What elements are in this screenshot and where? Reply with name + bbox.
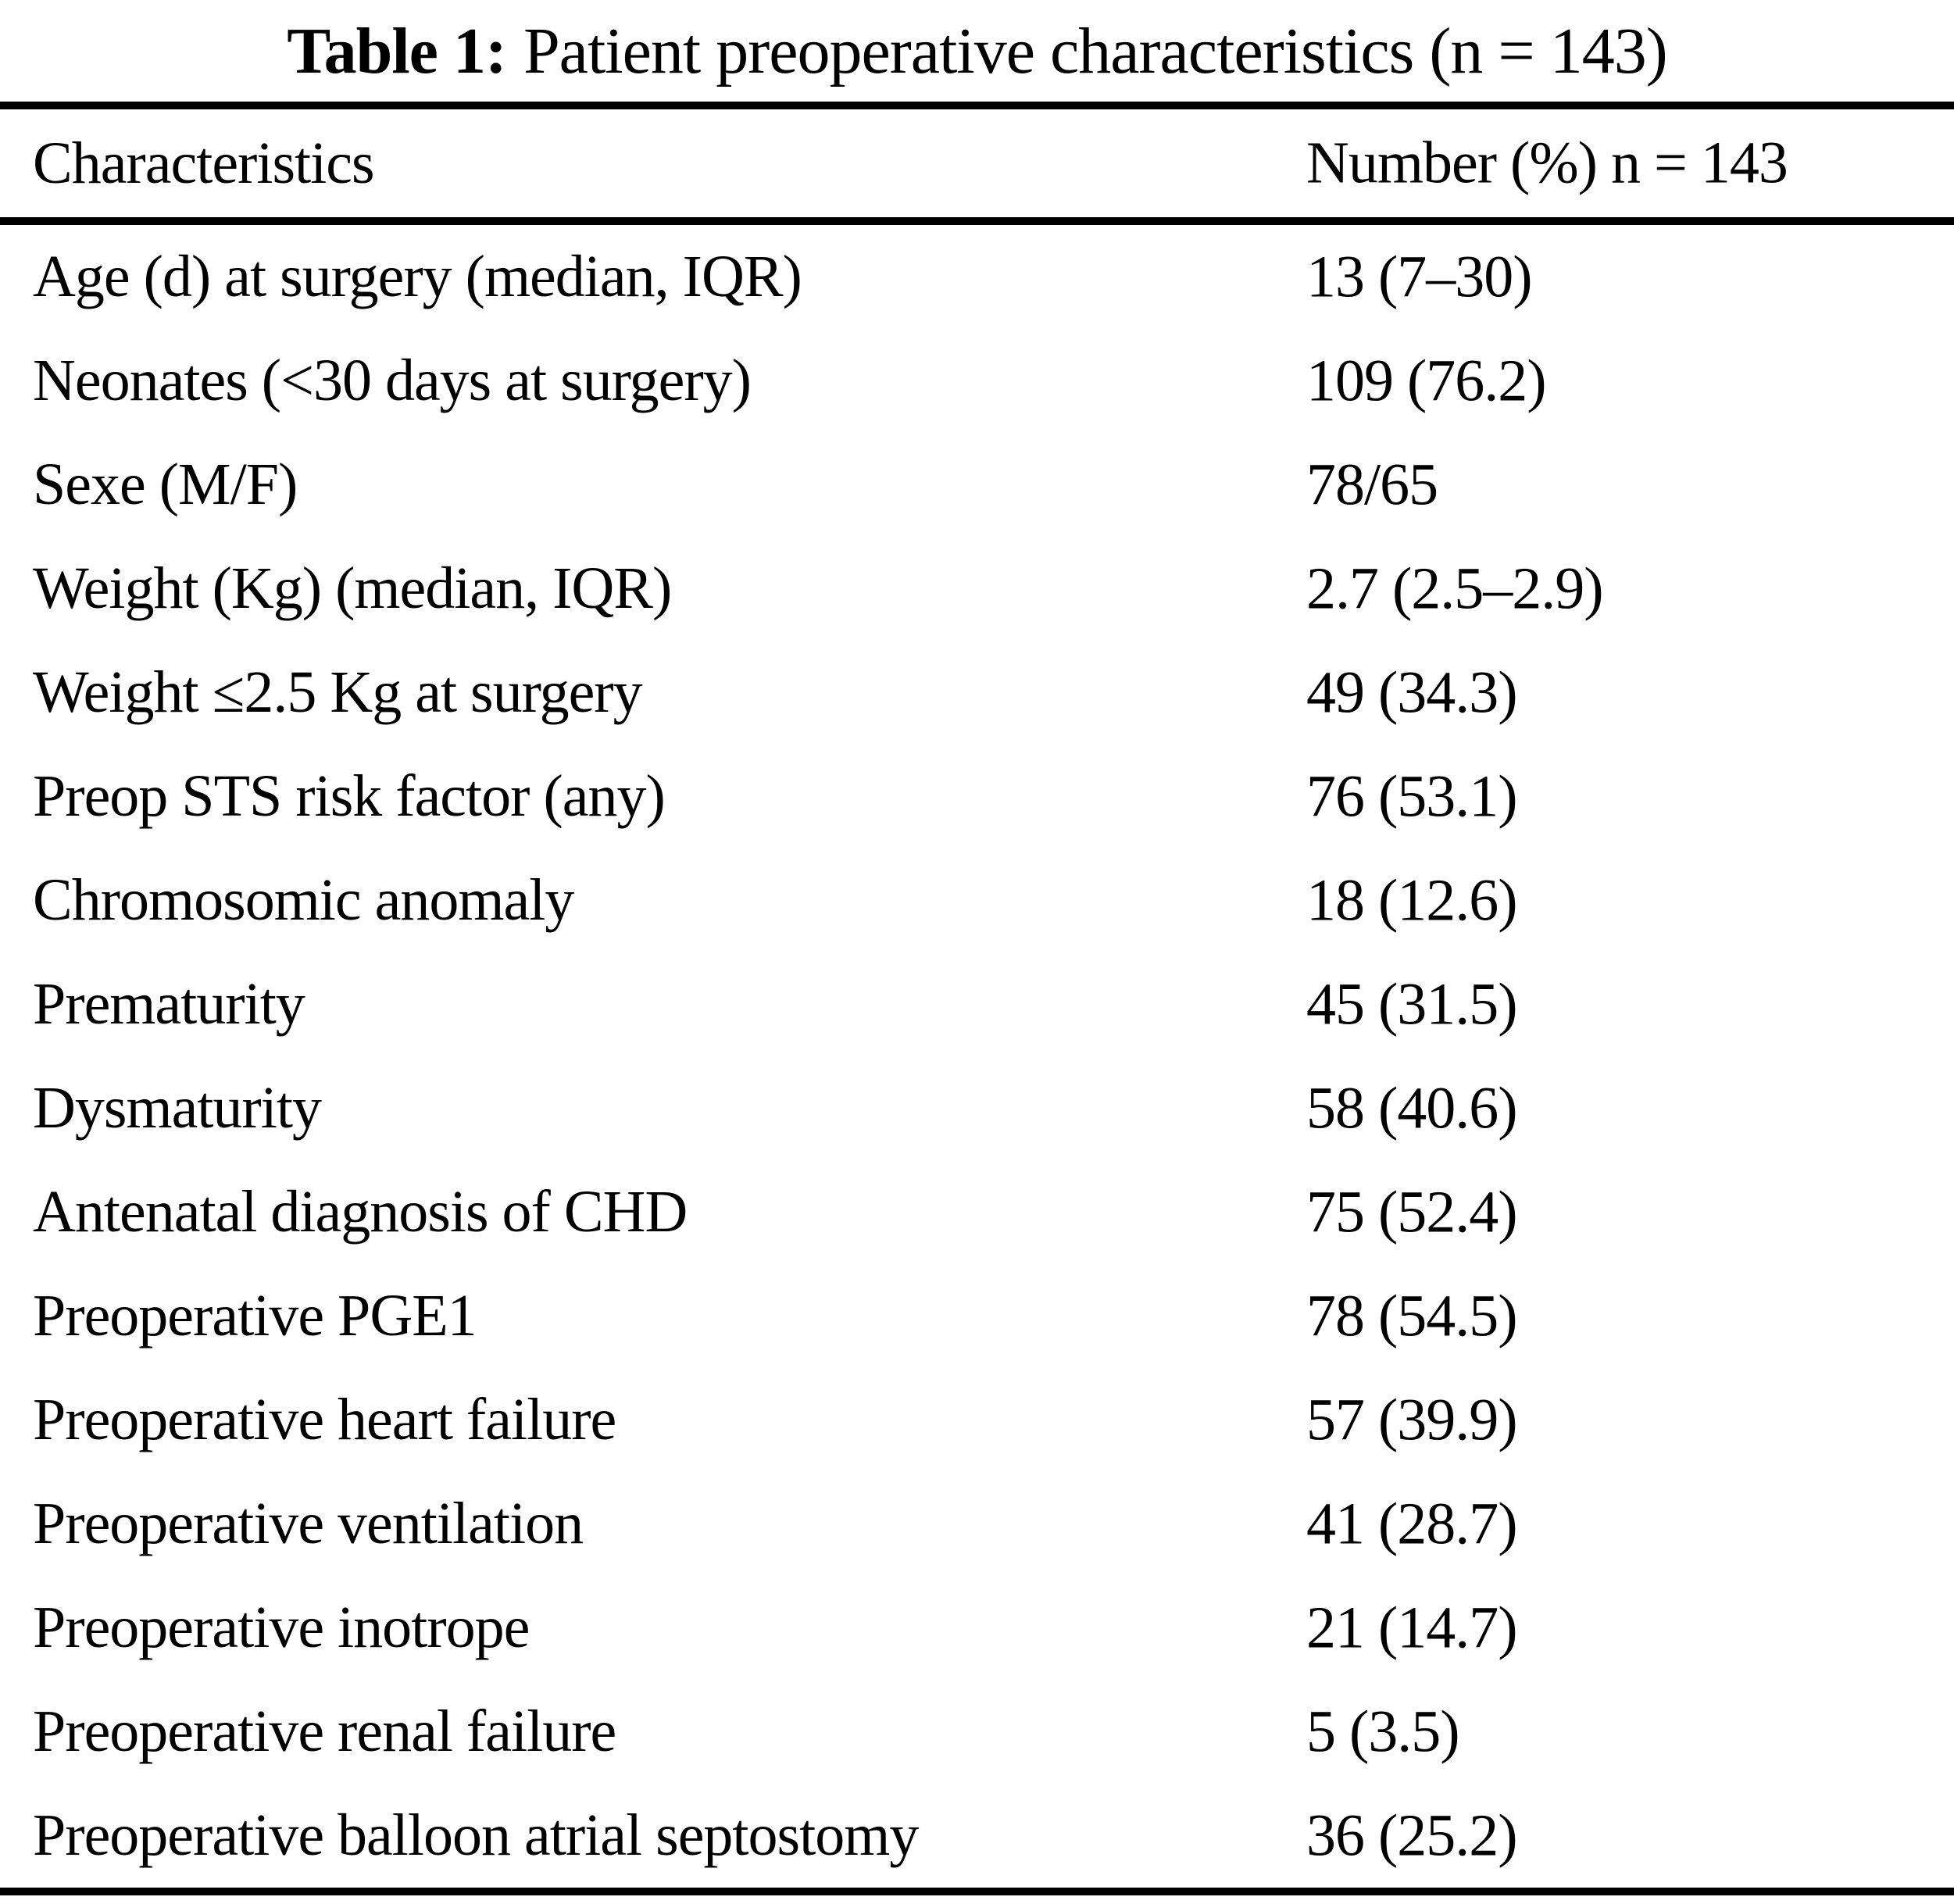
- table-title: Table 1: Patient preoperative characteri…: [0, 0, 1954, 102]
- table-row: Preoperative renal failure 5 (3.5): [0, 1680, 1954, 1784]
- table-row: Sexe (M/F) 78/65: [0, 433, 1954, 537]
- row-label: Age (d) at surgery (median, IQR): [33, 244, 802, 309]
- row-value: 75 (52.4): [1306, 1179, 1518, 1245]
- table-row: Preoperative ventilation 41 (28.7): [0, 1472, 1954, 1576]
- table-row: Antenatal diagnosis of CHD 75 (52.4): [0, 1160, 1954, 1264]
- table-row: Preop STS risk factor (any) 76 (53.1): [0, 745, 1954, 848]
- header-number: Number (%) n = 143: [1306, 130, 1788, 196]
- row-value: 21 (14.7): [1306, 1595, 1518, 1660]
- table-title-number: Table 1:: [287, 14, 507, 88]
- table-title-text: Patient preoperative characteristics (n …: [523, 14, 1668, 88]
- row-label: Preop STS risk factor (any): [33, 763, 666, 829]
- row-label: Sexe (M/F): [33, 452, 298, 517]
- row-value: 13 (7–30): [1306, 244, 1533, 309]
- top-rule: [0, 102, 1954, 109]
- header-characteristics: Characteristics: [33, 130, 375, 196]
- row-label: Preoperative ventilation: [33, 1491, 584, 1556]
- row-value: 18 (12.6): [1306, 867, 1518, 933]
- table-row: Prematurity 45 (31.5): [0, 952, 1954, 1056]
- table-row: Preoperative balloon atrial septostomy 3…: [0, 1784, 1954, 1888]
- row-label: Preoperative PGE1: [33, 1283, 477, 1349]
- row-value: 45 (31.5): [1306, 971, 1518, 1037]
- table-body: Age (d) at surgery (median, IQR) 13 (7–3…: [0, 225, 1954, 1888]
- row-value: 58 (40.6): [1306, 1075, 1518, 1141]
- row-value: 5 (3.5): [1306, 1699, 1460, 1764]
- row-label: Preoperative inotrope: [33, 1595, 530, 1660]
- table-row: Neonates (<30 days at surgery) 109 (76.2…: [0, 329, 1954, 433]
- row-value: 109 (76.2): [1306, 348, 1547, 413]
- table-row: Chromosomic anomaly 18 (12.6): [0, 848, 1954, 952]
- row-value: 2.7 (2.5–2.9): [1306, 555, 1604, 621]
- row-value: 57 (39.9): [1306, 1387, 1518, 1452]
- table-row: Preoperative inotrope 21 (14.7): [0, 1576, 1954, 1680]
- row-value: 49 (34.3): [1306, 659, 1518, 725]
- table-row: Preoperative PGE1 78 (54.5): [0, 1264, 1954, 1368]
- row-label: Chromosomic anomaly: [33, 867, 574, 933]
- row-label: Antenatal diagnosis of CHD: [33, 1179, 688, 1245]
- row-label: Neonates (<30 days at surgery): [33, 348, 752, 413]
- table-row: Age (d) at surgery (median, IQR) 13 (7–3…: [0, 225, 1954, 329]
- table-row: Preoperative heart failure 57 (39.9): [0, 1368, 1954, 1472]
- row-value: 76 (53.1): [1306, 763, 1518, 829]
- bottom-rule: [0, 1888, 1954, 1895]
- row-label: Preoperative renal failure: [33, 1699, 616, 1764]
- row-label: Weight ≤2.5 Kg at surgery: [33, 659, 643, 725]
- table-row: Dysmaturity 58 (40.6): [0, 1056, 1954, 1160]
- row-value: 36 (25.2): [1306, 1802, 1518, 1868]
- table-row: Weight (Kg) (median, IQR) 2.7 (2.5–2.9): [0, 537, 1954, 641]
- row-value: 78/65: [1306, 452, 1438, 517]
- row-value: 41 (28.7): [1306, 1491, 1518, 1556]
- row-label: Prematurity: [33, 971, 305, 1037]
- table-header-row: Characteristics Number (%) n = 143: [0, 109, 1954, 217]
- row-label: Preoperative heart failure: [33, 1387, 616, 1452]
- row-label: Dysmaturity: [33, 1075, 322, 1141]
- table-row: Weight ≤2.5 Kg at surgery 49 (34.3): [0, 641, 1954, 745]
- row-label: Weight (Kg) (median, IQR): [33, 555, 672, 621]
- row-value: 78 (54.5): [1306, 1283, 1518, 1349]
- header-rule: [0, 217, 1954, 225]
- row-label: Preoperative balloon atrial septostomy: [33, 1802, 919, 1868]
